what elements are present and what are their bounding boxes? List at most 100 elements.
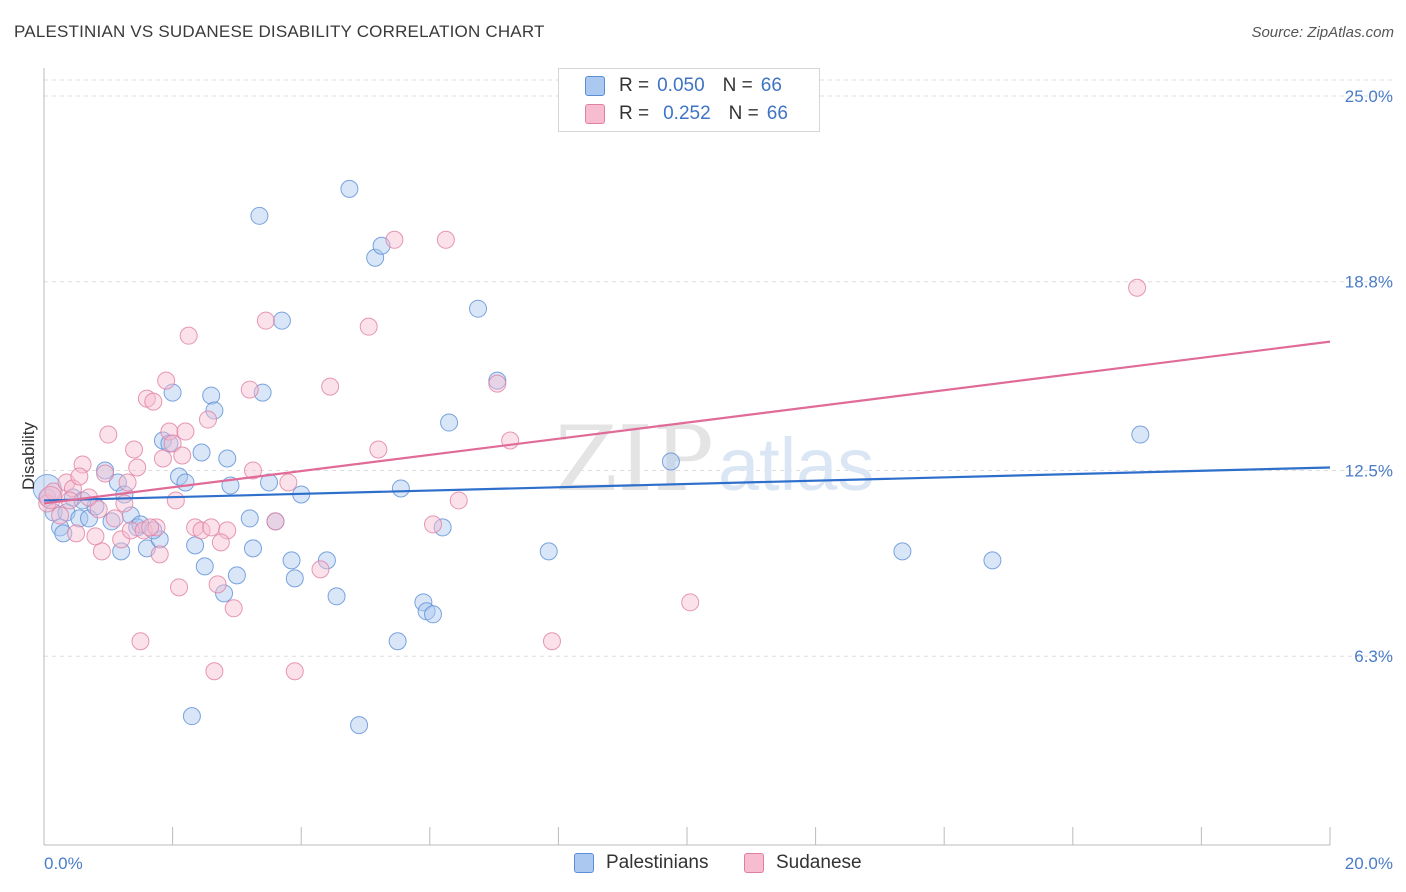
palestinians-point (661, 452, 680, 471)
swatch-palestinians (574, 853, 594, 873)
legend-r-value: 0.050 (657, 75, 705, 96)
sudanese-point (224, 599, 243, 618)
palestinians-point (327, 587, 346, 606)
sudanese-point (128, 458, 147, 477)
sudanese-point (67, 524, 86, 543)
sudanese-point (96, 464, 115, 483)
y-tick-label: 18.8% (1345, 273, 1393, 292)
palestinians-point (218, 449, 237, 468)
sudanese-point (157, 371, 176, 390)
sudanese-point (202, 518, 221, 537)
sudanese-point (163, 434, 182, 453)
sudanese-point (105, 509, 124, 528)
sudanese-point (89, 500, 108, 519)
axes (43, 68, 1331, 846)
sudanese-point (488, 374, 507, 393)
sudanese-point (99, 425, 118, 444)
y-tick-label: 6.3% (1354, 647, 1393, 666)
palestinians-point (539, 542, 558, 561)
palestinians-point (983, 551, 1002, 570)
palestinians-point (70, 509, 89, 528)
legend-r-label: R = (619, 75, 650, 96)
label-sudanese: Sudanese (776, 852, 862, 873)
palestinians-point (317, 551, 336, 570)
sudanese-point (211, 533, 230, 552)
sudanese-point (118, 473, 137, 492)
palestinians-point (215, 584, 234, 603)
sudanese-point (208, 575, 227, 594)
sudanese-point (243, 461, 262, 480)
palestinians-point (440, 413, 459, 432)
legend-row-sudanese: R = 0.252 N = 66 (585, 101, 788, 127)
palestinians-point (195, 557, 214, 576)
palestinians-point (205, 401, 224, 420)
palestinians-point (144, 521, 163, 540)
chart-title: PALESTINIAN VS SUDANESE DISABILITY CORRE… (14, 22, 545, 41)
palestinians-point (192, 443, 211, 462)
sudanese-point (321, 377, 340, 396)
sudanese-point (311, 560, 330, 579)
palestinians-point (350, 716, 369, 735)
sudanese-point (424, 515, 443, 534)
palestinians-point (227, 566, 246, 585)
sudanese-point (179, 326, 198, 345)
sudanese-point (285, 662, 304, 681)
sudanese-point (240, 380, 259, 399)
sudanese-point (144, 392, 163, 411)
sudanese-point (176, 422, 195, 441)
palestinians-point (388, 632, 407, 651)
legend-n-value: 66 (760, 75, 782, 96)
sudanese-point (147, 518, 166, 537)
sudanese-point (70, 467, 89, 486)
palestinians-point (340, 179, 359, 198)
palestinians-point (424, 605, 443, 624)
legend-r-label: R = (619, 103, 650, 124)
y-tick-label: 25.0% (1345, 87, 1393, 106)
label-palestinians: Palestinians (606, 852, 709, 873)
sudanese-point (131, 632, 150, 651)
x-tick-label-max: 20.0% (1345, 854, 1393, 873)
palestinians-point (54, 524, 73, 543)
sudanese-point (192, 521, 211, 540)
watermark-zip: ZIP (555, 407, 714, 512)
sudanese-point (173, 446, 192, 465)
palestinians-point (250, 206, 269, 225)
palestinians-point (1131, 425, 1150, 444)
y-axis-label: Disability (19, 421, 38, 490)
sudanese-point (121, 521, 140, 540)
palestinians-trend-line (43, 466, 1331, 502)
sudanese-point (73, 455, 92, 474)
sudanese-point (449, 491, 468, 510)
sudanese-point (112, 530, 131, 549)
swatch-sudanese (744, 853, 764, 873)
bottom-legend-sudanese[interactable]: Sudanese (744, 852, 862, 874)
gridlines (44, 79, 1392, 657)
sudanese-point (681, 593, 700, 612)
source-label: Source: ZipAtlas.com (1251, 24, 1394, 41)
bottom-legend-palestinians[interactable]: Palestinians (574, 852, 708, 874)
sudanese-point (385, 230, 404, 249)
palestinians-points (32, 179, 1150, 735)
sudanese-point (141, 518, 160, 537)
sudanese-point (51, 506, 70, 525)
tick-labels: 6.3% 12.5% 18.8% 25.0% 0.0% 20.0% (44, 87, 1393, 873)
sudanese-point (205, 662, 224, 681)
palestinians-point (243, 539, 262, 558)
palestinians-point (893, 542, 912, 561)
palestinians-point (469, 299, 488, 318)
legend-swatch-blue (585, 76, 605, 96)
sudanese-point (153, 449, 172, 468)
trend-lines (43, 340, 1331, 505)
sudanese-point (369, 440, 388, 459)
legend-row-palestinians: R = 0.050 N = 66 (585, 73, 782, 99)
watermark-atlas: atlas (718, 423, 874, 506)
sudanese-point (160, 422, 179, 441)
palestinians-point (282, 551, 301, 570)
sudanese-point (92, 542, 111, 561)
palestinians-point (260, 473, 279, 492)
legend-r-value: 0.252 (663, 103, 711, 124)
bottom-legend: Palestinians Sudanese (0, 852, 1406, 878)
sudanese-point (436, 230, 455, 249)
sudanese-point (1128, 278, 1147, 297)
